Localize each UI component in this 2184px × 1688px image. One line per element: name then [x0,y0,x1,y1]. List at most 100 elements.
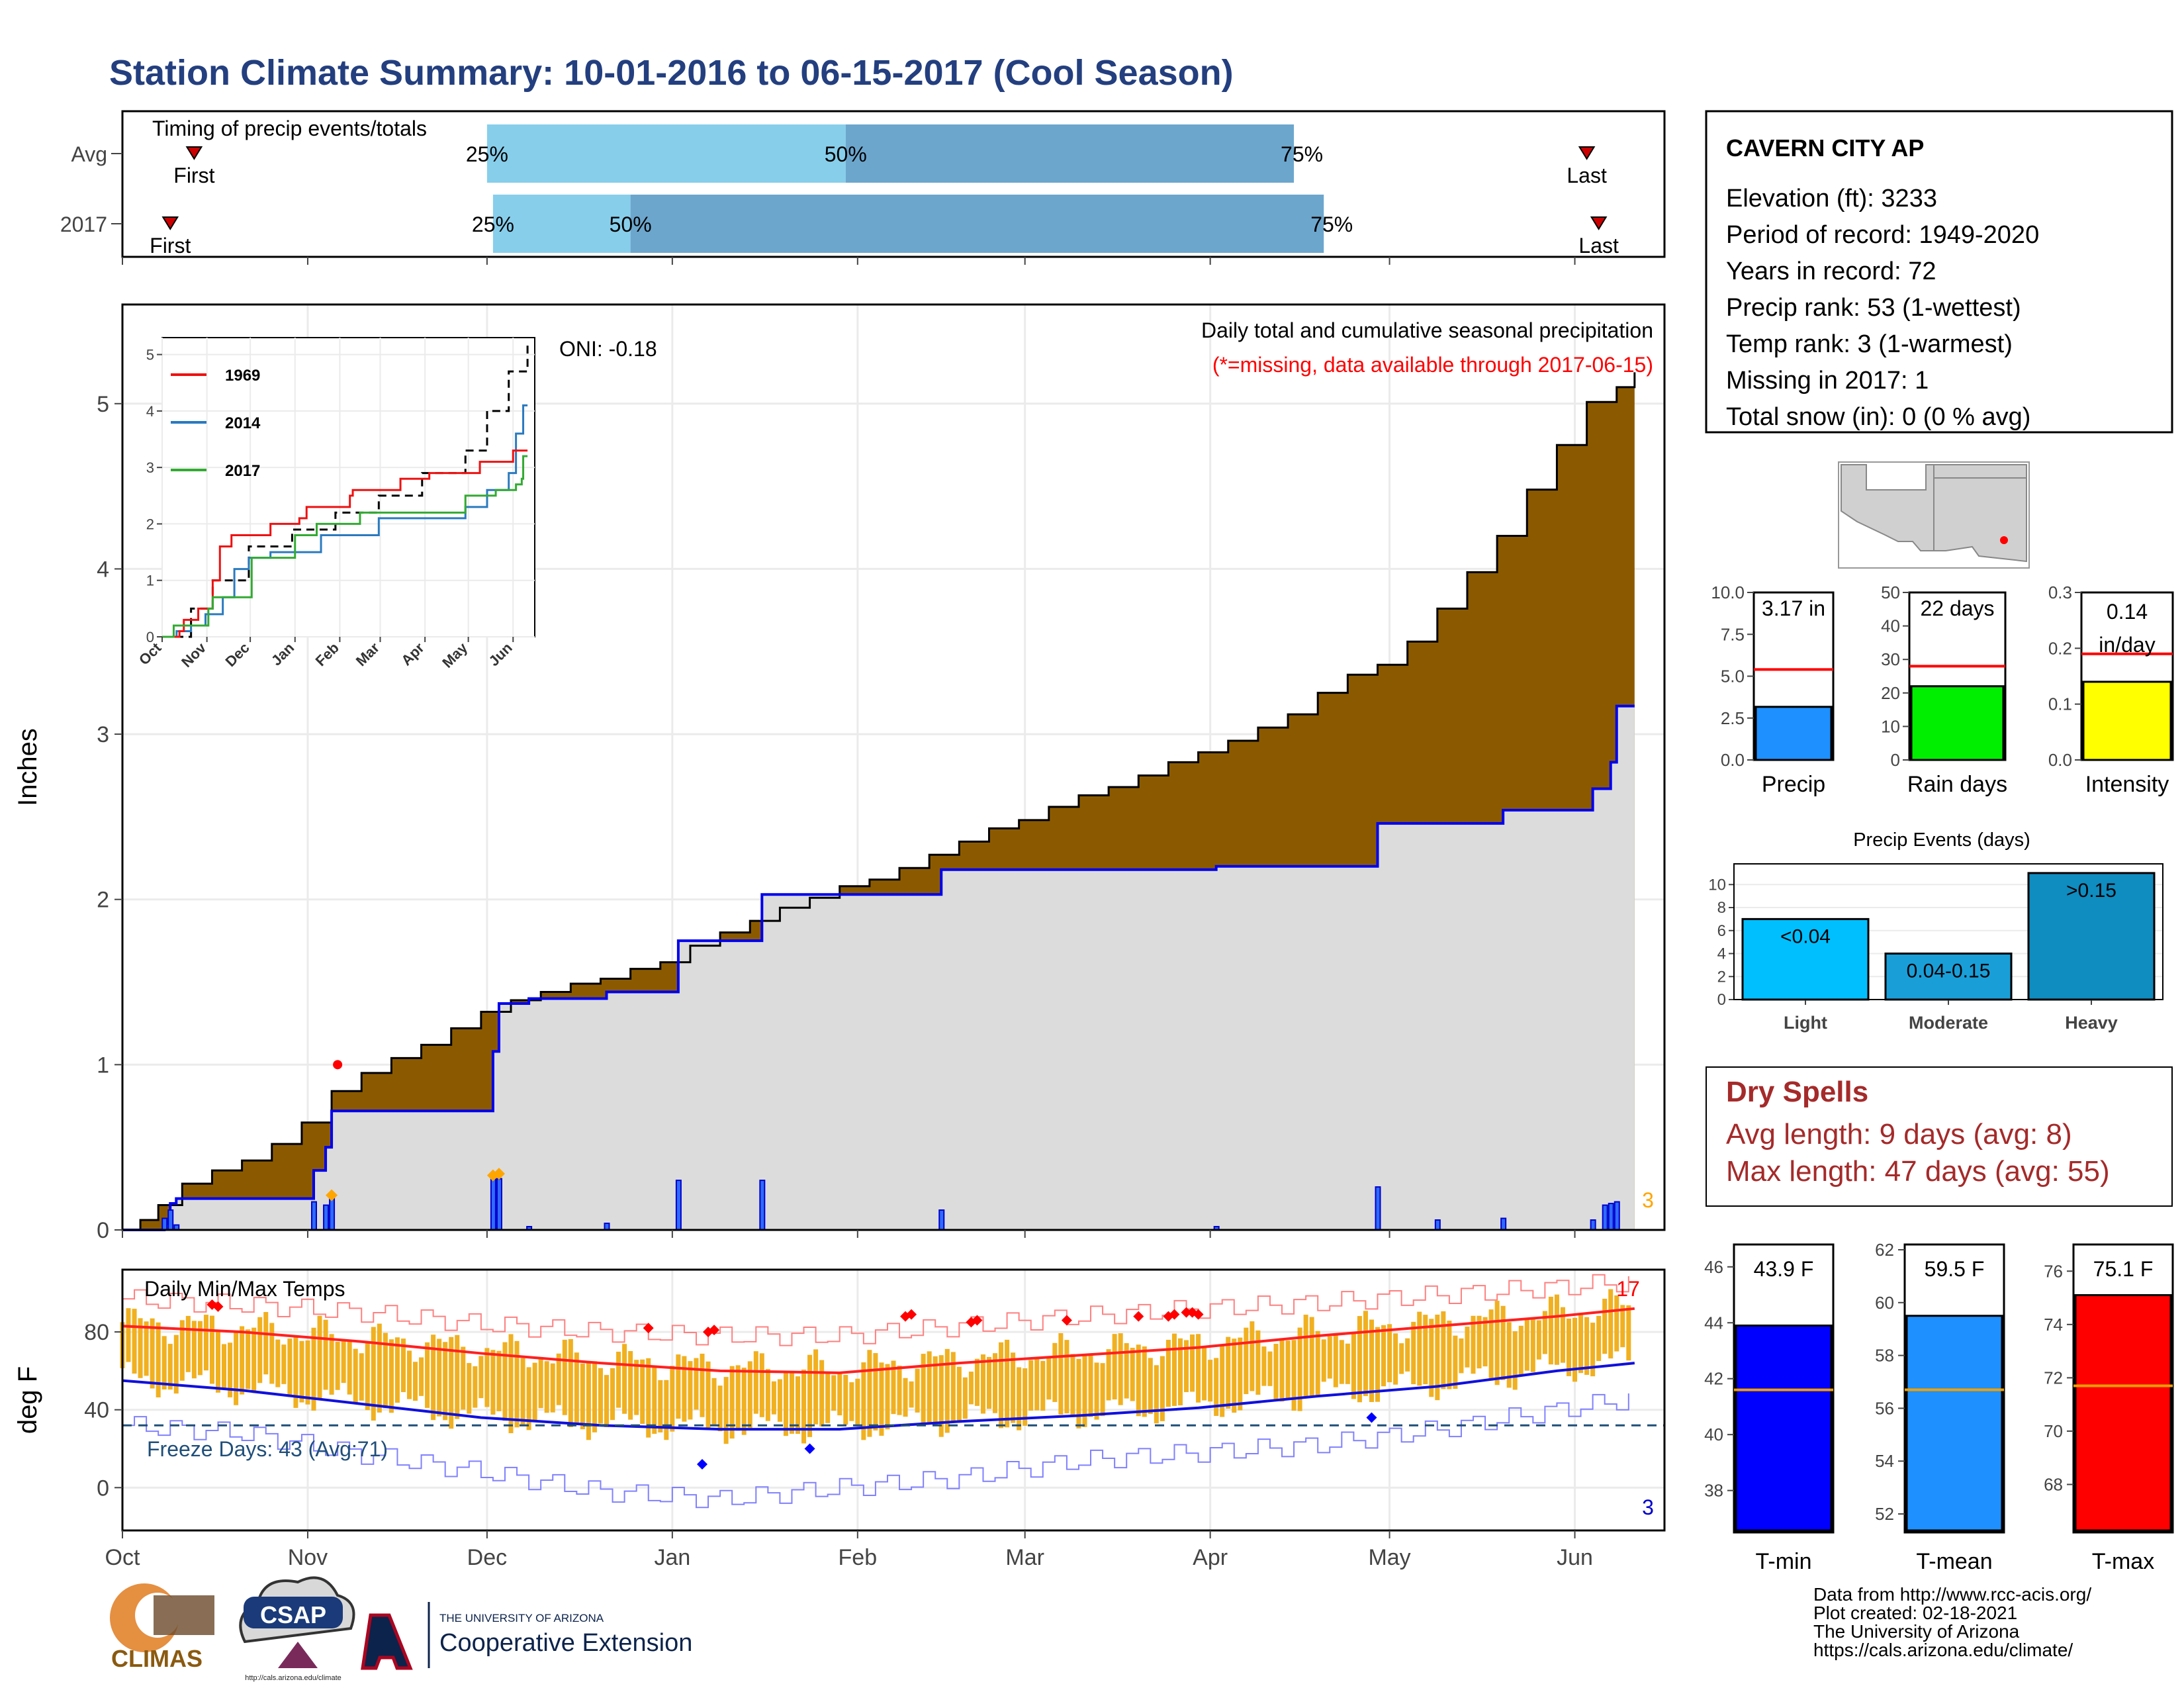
daily-temp-range-bar [986,1356,991,1409]
daily-temp-range-bar [269,1323,275,1384]
daily-temp-range-bar [1238,1337,1243,1411]
inset-legend-label: 2017 [225,462,260,480]
record-high-marker [709,1325,720,1336]
daily-temp-range-bar [849,1382,854,1421]
daily-temp-range-bar [1459,1338,1464,1374]
daily-temp-range-bar [1381,1325,1387,1387]
daily-temp-range-bar [1357,1316,1362,1403]
daily-temp-range-bar [933,1356,938,1426]
inset-y-tick-label: 1 [146,573,154,589]
last-event-label: Last [1578,234,1619,258]
daily-temp-range-bar [807,1354,813,1437]
daily-temp-range-bar [1106,1349,1111,1401]
month-axis-label: Oct [105,1545,140,1570]
daily-temp-range-bar [861,1362,866,1440]
daily-temp-range-bar [944,1348,950,1433]
daily-temp-range-bar [1351,1333,1356,1399]
daily-temp-range-bar [335,1341,340,1390]
daily-temp-range-bar [1291,1340,1297,1411]
daily-temp-range-bar [1076,1358,1081,1429]
daily-temp-range-bar [980,1354,985,1414]
daily-temp-range-bar [819,1360,825,1427]
temp-bar-value-label: 59.5 F [1925,1257,1985,1281]
daily-precip-bar [675,1180,682,1231]
daily-temp-range-bar [1315,1331,1320,1397]
mini-bar-tick-label: 0 [1891,750,1900,770]
mini-bar-value-label: 22 days [1920,596,1994,620]
daily-temp-range-bar [167,1344,173,1390]
inset-y-tick-label: 3 [146,459,154,476]
daily-temp-range-bar [443,1342,448,1421]
daily-temp-range-bar [228,1342,233,1397]
daily-temp-range-bar [1028,1360,1034,1411]
precip-y-tick-label: 4 [97,557,109,582]
daily-temp-range-bar [1554,1294,1559,1365]
daily-temp-range-bar [1375,1327,1381,1402]
daily-temp-range-bar [1435,1314,1440,1401]
daily-temp-range-bar [1011,1352,1016,1423]
mini-bar-tick-label: 0.0 [1721,750,1745,770]
last-event-marker [1590,216,1608,230]
temp-bar-tick-label: 62 [1875,1240,1894,1260]
daily-temp-range-bar [377,1323,382,1413]
precip-y-tick-label: 1 [97,1053,109,1078]
timing-q50-label: 50% [825,142,867,166]
daily-temp-range-bar [406,1350,412,1399]
daily-temp-range-bar [1417,1311,1422,1386]
temp-bar-tick-label: 74 [2044,1315,2063,1335]
timing-bar-q50-q75 [845,124,1295,183]
daily-precip-bar [167,1209,174,1231]
daily-temp-range-bar [1387,1324,1392,1383]
highlight-point [333,1060,343,1070]
temp-bar-value-label: 75.1 F [2093,1257,2154,1281]
daily-temp-range-bar [993,1353,998,1413]
daily-temp-range-bar [538,1358,543,1409]
daily-temp-range-bar [1578,1313,1584,1374]
daily-temp-range-bar [915,1368,920,1413]
daily-temp-range-bar [1058,1333,1064,1415]
record-high-marker [972,1315,983,1326]
timing-q25-label: 25% [472,212,514,236]
temp-bar-value [2074,1294,2172,1532]
daily-temp-range-bar [234,1331,239,1405]
mini-bar-name: Precip [1762,772,1825,797]
daily-temp-range-bar [640,1359,645,1424]
temp-panel: 0 40 80 Oct Nov Dec Jan Feb Mar Apr May Jun deg F Dai… [13,1268,1666,1570]
temp-bar-tick-label: 44 [1704,1313,1723,1333]
daily-temp-range-bar [700,1353,705,1417]
daily-temp-range-bar [825,1373,831,1423]
precip-panel-frame [121,303,1666,1231]
daily-temp-range-bar [1297,1327,1302,1411]
observed-cumulative-line [122,704,1635,1231]
daily-temp-range-bar [1477,1315,1482,1369]
climas-logo: CLIMAS [110,1583,214,1672]
daily-temp-range-bar [150,1318,155,1389]
daily-temp-range-bar [783,1372,788,1436]
daily-temp-range-bar [598,1368,603,1424]
daily-temp-range-bar [927,1351,932,1425]
precip-event-category: Heavy [2065,1013,2118,1033]
daily-temp-range-bar [1620,1305,1625,1348]
inset-y-tick-label: 0 [146,629,154,645]
daily-temp-range-bar [622,1344,627,1414]
daily-temp-range-bar [1034,1357,1040,1411]
daily-temp-range-bar [1512,1331,1518,1390]
daily-temp-range-bar [1572,1317,1578,1382]
csap-url: http://cals.arizona.edu/climate [245,1674,341,1682]
daily-temp-range-bar [461,1346,466,1410]
daily-temp-range-bar [741,1368,747,1435]
locator-map [1838,461,2030,569]
daily-temp-range-bar [1567,1318,1572,1376]
daily-precip-bar [1608,1203,1614,1231]
credit-url: https://cals.arizona.edu/climate/ [1813,1640,2073,1660]
timing-q25-label: 25% [466,142,508,166]
daily-temp-range-bar [1411,1321,1416,1385]
temp-bar-tick-label: 38 [1704,1481,1723,1501]
daily-temp-range-bar [1530,1318,1535,1372]
daily-temp-range-bar [1088,1355,1093,1417]
daily-temp-range-bar [682,1356,687,1422]
daily-temp-range-bar [496,1350,502,1411]
temp-bar-tick-label: 58 [1875,1346,1894,1366]
daily-temp-range-bar [1250,1321,1255,1391]
